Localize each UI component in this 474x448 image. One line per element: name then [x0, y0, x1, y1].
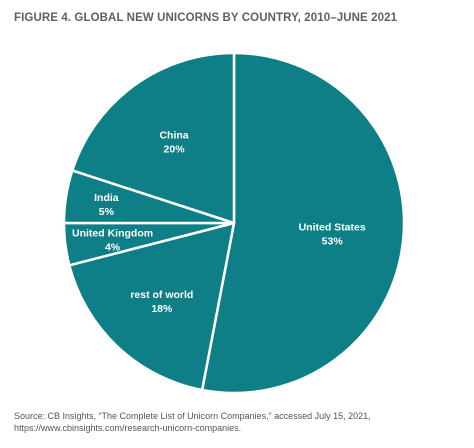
slice-value-rest-of-world: 18%: [151, 303, 173, 315]
source-url[interactable]: https://www.cbinsights.com/research-unic…: [14, 423, 242, 433]
pie-labels: United States 53% rest of world 18% United K…: [72, 129, 366, 314]
source-line-1: Source: CB Insights, “The Complete List …: [14, 411, 371, 421]
pie-slice-rest-of-world: [68, 221, 236, 392]
slice-label-india: India: [94, 192, 119, 204]
slice-value-united-kingdom: 4%: [105, 241, 121, 253]
pie-slices: [62, 51, 406, 395]
chart-title: FIGURE 4. GLOBAL NEW UNICORNS BY COUNTRY…: [14, 12, 398, 24]
slice-value-india: 5%: [99, 206, 115, 218]
pie-chart: United States 53% rest of world 18% United K…: [62, 51, 406, 395]
pie-slice-united-states: [200, 51, 406, 395]
source-note: Source: CB Insights, “The Complete List …: [14, 410, 466, 434]
pie-slice-china: [71, 51, 236, 225]
slice-label-united-states: United States: [299, 221, 366, 233]
slice-value-united-states: 53%: [322, 235, 344, 247]
slice-label-china: China: [159, 129, 188, 141]
slice-label-rest-of-world: rest of world: [130, 289, 193, 301]
slice-label-united-kingdom: United Kingdom: [72, 227, 153, 239]
slice-value-china: 20%: [164, 143, 186, 155]
